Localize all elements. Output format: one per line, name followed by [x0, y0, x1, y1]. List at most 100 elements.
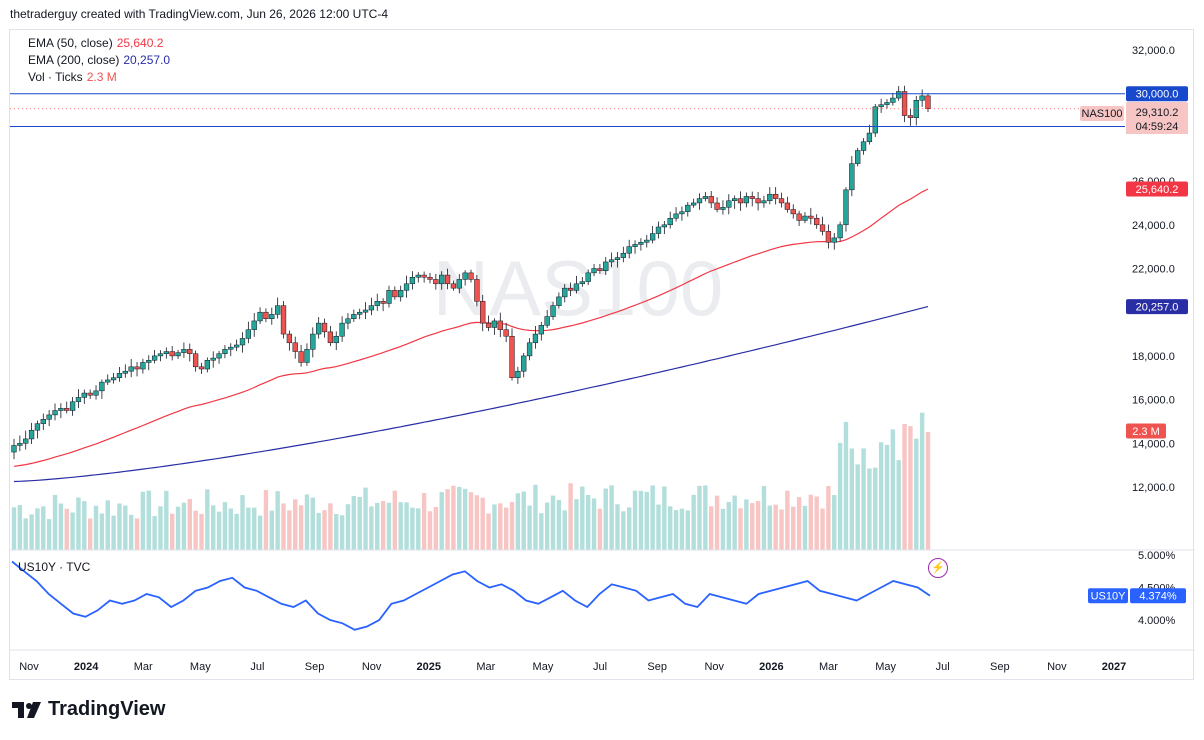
legend-ema50[interactable]: EMA (50, close) 25,640.2 [28, 36, 163, 50]
candle [333, 331, 339, 351]
candle [52, 403, 58, 421]
candle-body [187, 349, 193, 354]
legend-ema200[interactable]: EMA (200, close) 20,257.0 [28, 53, 170, 67]
candle [620, 246, 626, 263]
volume-bar [550, 495, 556, 550]
candle-body [444, 274, 451, 285]
legend-volume[interactable]: Vol · Ticks 2.3 M [28, 70, 117, 84]
us10y-line [11, 560, 931, 631]
candle-body [532, 333, 539, 344]
candle [321, 318, 328, 338]
candle-body [720, 207, 726, 210]
volume-bar [861, 448, 866, 550]
candle-body [169, 351, 175, 357]
candle [64, 401, 70, 414]
candle-body [198, 366, 205, 370]
candle [93, 385, 99, 400]
candle-body [251, 320, 257, 330]
tag-hline-30000: 30,000.0 [1136, 89, 1179, 101]
time-axis-label: 2024 [74, 661, 99, 673]
volume-bar [843, 421, 849, 550]
candle-body [491, 320, 498, 328]
candle [773, 187, 779, 205]
volume-bar [925, 432, 931, 550]
volume-bar [615, 504, 620, 550]
candle [831, 233, 837, 250]
candle-body [427, 276, 433, 280]
volume-bar [908, 426, 913, 550]
candle [515, 366, 521, 384]
candle-body [192, 353, 199, 368]
candle [257, 307, 263, 325]
lightning-icon[interactable]: ⚡ [928, 558, 948, 578]
candle-body [58, 408, 64, 411]
volume-bar [638, 490, 644, 550]
candle [87, 389, 93, 399]
candle-body [105, 379, 111, 383]
candle-body [450, 283, 457, 289]
candle-body [884, 102, 890, 105]
candle-body [298, 351, 304, 363]
volume-bar [462, 488, 468, 550]
volume-bar [855, 464, 860, 550]
time-axis-label: 2026 [759, 661, 783, 673]
candle-body [116, 373, 123, 379]
tradingview-logo[interactable]: TradingView [12, 698, 165, 721]
volume-bar [211, 505, 216, 550]
volume-bar [134, 518, 140, 550]
candle-body [767, 193, 773, 202]
volume-bar [199, 513, 204, 550]
volume-bar [234, 513, 239, 550]
candle [638, 238, 644, 251]
volume-bar [451, 485, 456, 550]
candle [415, 272, 421, 283]
candle-body [831, 237, 837, 243]
candle [661, 220, 667, 235]
candle-body [773, 193, 779, 199]
sub-pane-label: US10Y · TVC [18, 560, 91, 574]
volume-bar [650, 485, 655, 550]
candle [866, 124, 873, 145]
sub-tick-label: 4.000% [1138, 615, 1176, 627]
candle [110, 372, 117, 384]
candle-body [515, 370, 521, 379]
tag-volume: 2.3 M [1132, 426, 1160, 438]
time-axis-label: 2025 [416, 661, 440, 673]
volume-bar [732, 495, 737, 550]
volume-bar [316, 512, 321, 550]
candle [690, 198, 697, 208]
volume-bar [410, 507, 415, 550]
volume-bar [761, 486, 767, 550]
candle [872, 104, 878, 137]
candle [175, 349, 181, 359]
volume-bar [380, 501, 386, 550]
candle [860, 138, 867, 155]
candle [808, 207, 814, 225]
volume-bar [375, 502, 380, 550]
volume-bar [902, 424, 907, 550]
candle-body [614, 257, 621, 261]
volume-bar [603, 488, 608, 550]
volume-bar [205, 489, 210, 550]
candle-body [362, 309, 369, 313]
volume-bar [714, 495, 720, 550]
candle-body [110, 377, 117, 381]
candle [181, 342, 187, 358]
volume-bar [169, 513, 175, 550]
candle [23, 430, 29, 450]
candle [485, 315, 492, 332]
volume-bar [164, 490, 169, 550]
candle [157, 350, 164, 362]
candle [233, 339, 240, 352]
volume-bar [52, 494, 58, 550]
candle-body [398, 290, 404, 298]
chart-frame[interactable]: NAS100 32,000.026,000.024,000.022,000.01… [9, 29, 1195, 680]
volume-bar [35, 508, 40, 550]
volume-bar [345, 504, 351, 550]
volume-bar [146, 490, 151, 550]
volume-bar [878, 442, 884, 550]
volume-bar [779, 509, 784, 550]
candle [603, 256, 609, 276]
candle [275, 297, 281, 319]
candle-body [34, 423, 41, 431]
